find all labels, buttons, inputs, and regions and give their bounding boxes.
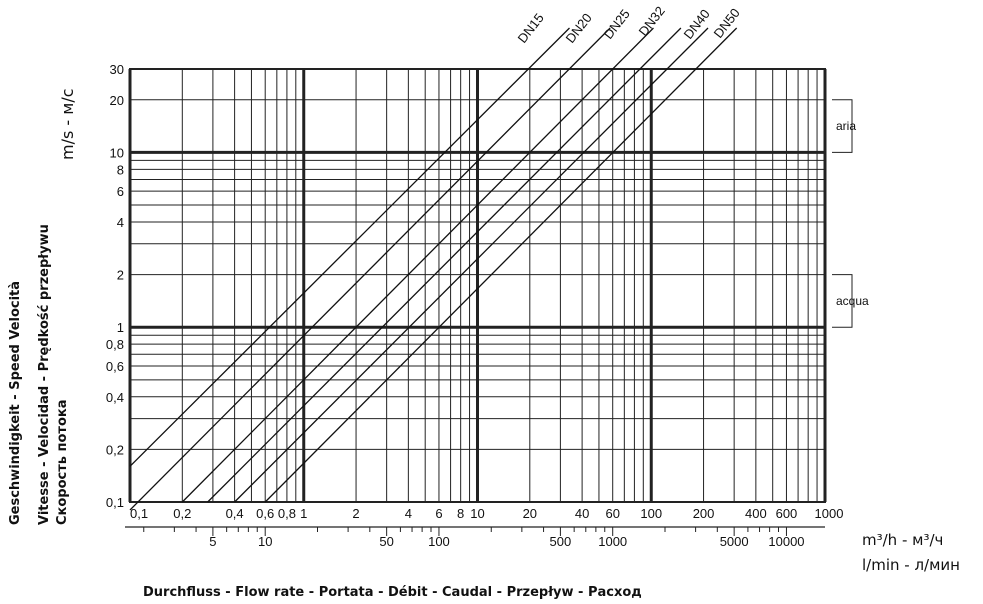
x-tick-label-lmin: 5000	[720, 534, 749, 549]
x-axis-unit-2: l/min - л/мин	[862, 556, 960, 574]
bracket-label-acqua: acqua	[836, 294, 869, 308]
y-axis-label-3: Скорость потока	[55, 399, 70, 526]
x-tick-label-m3h: 20	[523, 506, 537, 521]
y-tick-label: 2	[117, 268, 124, 283]
grid	[128, 68, 827, 503]
series-line-dn50	[264, 27, 738, 503]
y-tick-label: 20	[110, 93, 124, 108]
y-tick-label: 0,4	[106, 390, 124, 405]
series-label-dn50: DN50	[711, 5, 743, 40]
x-tick-label-m3h: 1	[300, 506, 307, 521]
x-axis-unit-1: m³/h - м³/ч	[862, 531, 944, 549]
bracket-aria	[832, 99, 853, 153]
plot-frame	[129, 68, 826, 503]
x-tick-label-lmin: 10	[258, 534, 272, 549]
x-tick-label-m3h: 8	[457, 506, 464, 521]
x-tick-label-lmin: 100	[428, 534, 450, 549]
x-tick-label-m3h: 600	[776, 506, 798, 521]
x-tick-label-m3h: 0,8	[278, 506, 296, 521]
x-tick-label-m3h: 200	[693, 506, 715, 521]
x-tick-label-m3h: 0,4	[226, 506, 244, 521]
x-tick-label-m3h: 60	[605, 506, 619, 521]
x-tick-label-lmin: 5	[209, 534, 216, 549]
y-tick-label: 0,1	[106, 495, 124, 510]
x-tick-label-lmin: 10000	[768, 534, 804, 549]
y-tick-label: 6	[117, 184, 124, 199]
y-tick-label: 1	[117, 320, 124, 335]
series-label-dn15: DN15	[515, 10, 547, 45]
x-tick-label-m3h: 0,1	[130, 506, 148, 521]
series-label-dn20: DN20	[563, 10, 595, 45]
x-tick-label-lmin: 50	[379, 534, 393, 549]
series-line-dn20	[129, 27, 611, 511]
y-tick-label: 4	[117, 215, 124, 230]
x-tick-label-lmin: 1000	[598, 534, 627, 549]
y-tick-label: 0,2	[106, 442, 124, 457]
y-axis-label-2: Vitesse - Velocidad - Prędkość przepływu	[37, 224, 52, 525]
bracket-acqua	[832, 274, 853, 328]
y-tick-label: 8	[117, 162, 124, 177]
series-line-dn40	[234, 27, 709, 503]
x-tick-label-m3h: 4	[405, 506, 412, 521]
series-line-dn32	[207, 27, 682, 503]
x-tick-label-m3h: 2	[352, 506, 359, 521]
y-axis-label-1: Geschwindigkeit - Speed Velocità	[8, 280, 23, 525]
brackets: aria acqua	[832, 99, 869, 328]
x-axis-title: Durchfluss - Flow rate - Portata - Débit…	[143, 585, 642, 600]
x-tick-label-m3h: 40	[575, 506, 589, 521]
x-tick-label-m3h: 0,6	[256, 506, 274, 521]
y-tick-label: 30	[110, 62, 124, 77]
series-line-dn25	[181, 27, 654, 503]
y-tick-label: 0,6	[106, 359, 124, 374]
x-tick-label-lmin: 500	[550, 534, 572, 549]
x-tick-label-m3h: 1000	[815, 506, 844, 521]
x-tick-label-m3h: 100	[640, 506, 662, 521]
series-label-dn40: DN40	[681, 6, 713, 41]
y-axis-unit: m/s - м/с	[58, 88, 77, 160]
series-line-dn15	[129, 27, 570, 467]
x-tick-label-m3h: 400	[745, 506, 767, 521]
bracket-label-aria: aria	[836, 119, 856, 133]
x-tick-label-m3h: 10	[470, 506, 484, 521]
y-tick-label: 0,8	[106, 337, 124, 352]
x-tick-label-m3h: 6	[435, 506, 442, 521]
series-label-dn25: DN25	[601, 6, 633, 41]
series-label-dn32: DN32	[636, 3, 668, 38]
y-tick-label: 10	[110, 145, 124, 160]
x-tick-label-m3h: 0,2	[173, 506, 191, 521]
